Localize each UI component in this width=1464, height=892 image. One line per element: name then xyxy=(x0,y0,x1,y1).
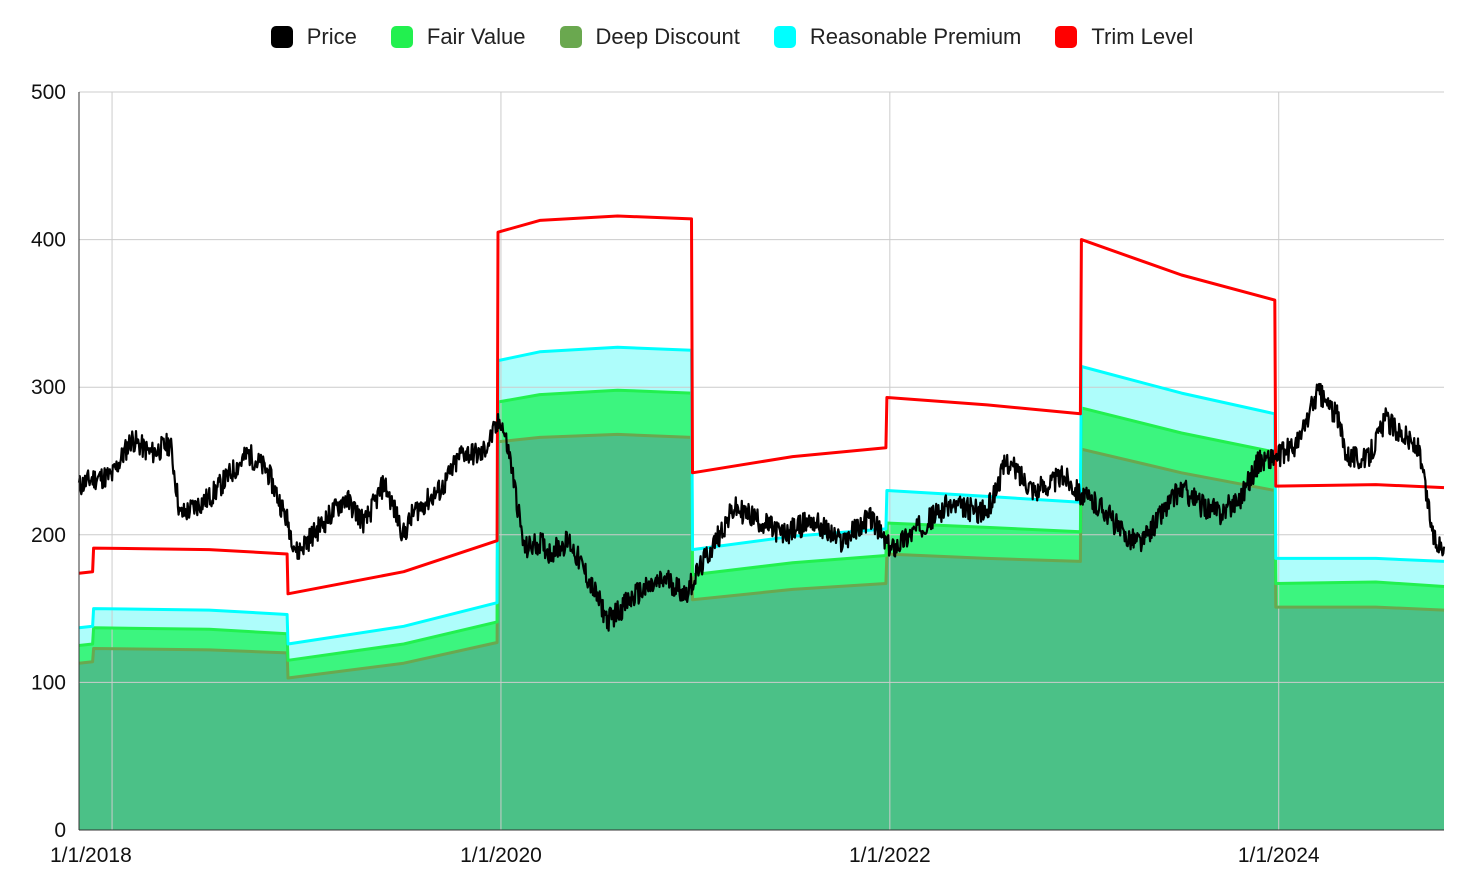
legend-swatch xyxy=(1055,26,1078,48)
x-tick-label: 1/1/2024 xyxy=(1238,844,1320,867)
y-tick-label: 0 xyxy=(54,819,66,842)
y-tick-label: 500 xyxy=(31,81,66,104)
legend-label: Fair Value xyxy=(426,24,526,49)
legend-swatch xyxy=(270,26,293,48)
y-tick-label: 400 xyxy=(31,229,66,252)
y-tick-label: 300 xyxy=(31,376,66,399)
x-tick-label: 1/1/2020 xyxy=(460,844,542,867)
y-tick-label: 100 xyxy=(31,671,66,694)
y-tick-label: 200 xyxy=(31,524,66,547)
legend-label: Reasonable Premium xyxy=(809,24,1022,49)
legend-swatch xyxy=(773,26,796,48)
chart-legend: Price Fair Value Deep Discount Reasonable P… xyxy=(0,20,1464,54)
x-tick-label: 1/1/2022 xyxy=(849,844,931,867)
band-fills xyxy=(79,347,1444,830)
legend-label: Trim Level xyxy=(1091,24,1194,49)
legend-label: Price xyxy=(306,24,357,49)
legend-swatch xyxy=(559,26,582,48)
legend-item-deep-discount: Deep Discount xyxy=(559,24,740,50)
x-tick-label: 1/1/2018 xyxy=(50,844,132,867)
legend-swatch xyxy=(390,26,413,48)
axes: 0 100 200 300 400 500 1/1/2018 1/1/2020 1/1/2022… xyxy=(31,81,1444,867)
series-lines xyxy=(77,214,1446,680)
legend-item-trim-level: Trim Level xyxy=(1055,24,1193,50)
trim-level-line xyxy=(78,214,1445,596)
legend-item-reasonable-premium: Reasonable Premium xyxy=(773,24,1022,50)
price-line xyxy=(77,382,1446,632)
legend-item-fair-value: Fair Value xyxy=(390,24,526,50)
deep-discount-area xyxy=(79,434,1444,830)
legend-item-price: Price xyxy=(270,24,357,50)
legend-label: Deep Discount xyxy=(595,24,740,49)
